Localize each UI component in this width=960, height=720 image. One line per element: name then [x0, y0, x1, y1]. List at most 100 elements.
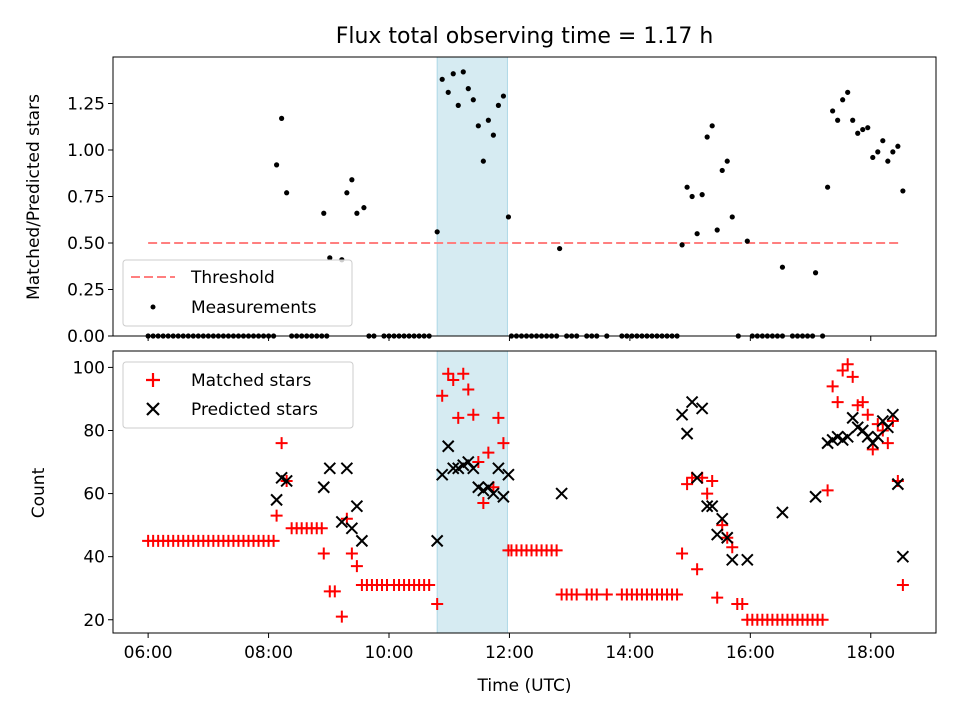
measurement-point — [273, 162, 280, 168]
measurement-point — [694, 231, 700, 237]
measurement-point — [724, 158, 730, 164]
predicted-star-marker — [355, 534, 369, 548]
measurement-point — [825, 184, 831, 190]
measurement-point — [485, 117, 491, 123]
predicted-star-marker — [710, 528, 724, 541]
predicted-star-marker — [502, 468, 515, 481]
predicted-star-marker — [871, 430, 884, 444]
top-highlight-span — [436, 56, 508, 337]
matched-star-marker — [462, 383, 475, 396]
x-tick-label: 06:00 — [124, 643, 173, 663]
matched-star-marker — [886, 415, 899, 428]
measurement-point — [327, 255, 333, 261]
predicted-star-marker — [741, 553, 754, 567]
measurement-point — [279, 115, 285, 121]
measurement-point — [361, 205, 367, 211]
predicted-star-marker — [345, 522, 359, 535]
matched-star-marker — [472, 456, 485, 469]
matched-star-marker — [831, 396, 844, 409]
measurement-point — [900, 188, 906, 194]
predicted-star-marker — [340, 462, 354, 475]
matched-star-marker — [876, 424, 889, 437]
x-tick-label: 18:00 — [846, 643, 895, 663]
bottom-axes-frame — [112, 350, 937, 634]
measurement-point — [480, 158, 486, 164]
matched-star-marker — [267, 534, 280, 547]
measurement-point — [830, 108, 836, 114]
top-y-tick-label: 0.00 — [67, 327, 105, 347]
measurement-point — [505, 214, 512, 220]
top-y-tick-label: 0.25 — [67, 281, 105, 301]
matched-star-marker — [447, 374, 460, 387]
predicted-star-marker — [896, 550, 910, 563]
matched-star-marker — [856, 396, 869, 409]
measurement-point — [495, 102, 502, 108]
bottom-y-tick-label: 20 — [83, 611, 105, 631]
legend-predicted-label: Predicted stars — [191, 400, 318, 420]
predicted-star-marker — [891, 477, 905, 491]
measurement-point — [875, 149, 881, 155]
matched-star-marker — [436, 389, 449, 402]
matched-star-marker — [550, 544, 563, 557]
bottom-y-tick-label: 40 — [83, 548, 105, 568]
matched-star-marker — [335, 610, 348, 623]
measurement-point — [284, 190, 290, 196]
predicted-star-marker — [447, 462, 460, 475]
predicted-star-marker — [555, 487, 568, 500]
predicted-star-markers — [270, 395, 910, 567]
top-y-ticks: 0.00 0.25 0.50 0.75 1.00 1.25 — [67, 95, 113, 347]
top-y-tick-label: 0.75 — [67, 188, 105, 208]
measurement-point — [490, 132, 496, 138]
predicted-star-marker — [680, 427, 694, 440]
x-tick-label: 12:00 — [485, 643, 534, 663]
measurement-point — [779, 264, 786, 270]
matched-star-marker — [275, 437, 288, 450]
measurement-point — [344, 190, 350, 196]
matched-star-marker — [431, 597, 444, 610]
top-legend-box — [122, 259, 353, 327]
measurement-point — [870, 154, 876, 161]
measurement-point — [729, 214, 735, 220]
matched-star-marker — [871, 418, 884, 431]
measurement-point — [557, 245, 563, 252]
legend-predicted-swatch — [146, 402, 160, 416]
bottom-y-tick-label: 60 — [83, 485, 105, 505]
x-tick-label: 10:00 — [365, 643, 414, 663]
predicted-star-marker — [690, 471, 704, 485]
matched-star-marker — [671, 588, 684, 601]
bottom-legend-box — [122, 361, 354, 429]
legend-measurements-swatch — [150, 304, 156, 310]
measurement-point — [719, 167, 725, 174]
measurement-point — [865, 125, 871, 131]
top-y-axis-label: Matched/Predicted stars — [24, 94, 44, 300]
measurement-point — [860, 126, 866, 133]
predicted-star-marker — [323, 462, 336, 475]
matched-star-marker — [570, 588, 583, 601]
predicted-star-marker — [442, 440, 455, 453]
bottom-y-tick-label: 100 — [73, 358, 105, 378]
matched-star-marker — [328, 585, 341, 598]
predicted-star-marker — [435, 468, 449, 481]
predicted-star-marker — [705, 499, 719, 513]
predicted-star-marker — [270, 493, 283, 507]
matched-star-marker — [457, 367, 470, 380]
matched-star-marker — [350, 560, 363, 573]
measurement-point — [840, 97, 846, 103]
matched-star-marker — [317, 547, 330, 560]
predicted-star-marker — [430, 534, 444, 548]
predicted-star-marker — [497, 490, 510, 503]
measurement-point — [684, 184, 690, 190]
measurement-point — [885, 158, 891, 164]
measurement-point — [709, 123, 715, 129]
matched-star-marker — [691, 563, 704, 576]
predicted-star-marker — [695, 402, 709, 415]
measurement-point — [714, 227, 720, 233]
matched-star-marker — [477, 497, 490, 510]
matched-star-marker — [866, 443, 879, 456]
predicted-star-marker — [492, 462, 505, 475]
matched-star-marker — [836, 364, 849, 377]
matched-star-marker — [482, 446, 495, 459]
measurement-point — [890, 149, 896, 155]
predicted-star-marker — [335, 515, 349, 529]
